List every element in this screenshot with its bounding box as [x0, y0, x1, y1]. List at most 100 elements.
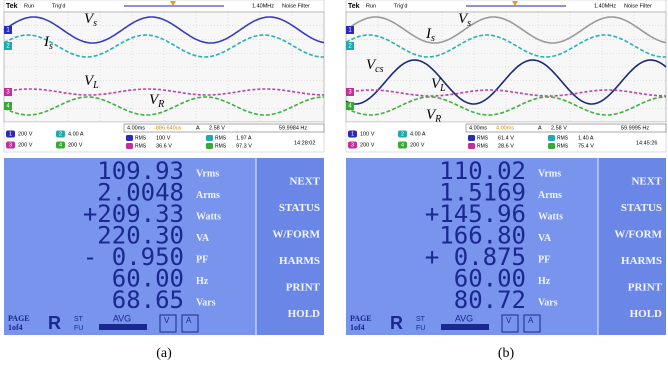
trigger-source: A: [196, 125, 200, 131]
clock: 14:45:26: [636, 140, 657, 146]
measurement-type: RMS: [557, 143, 569, 149]
scope-trigger: Trig'd: [394, 3, 407, 9]
page: {"panels":[ {"caption":"(a)", "scope":{"…: [0, 0, 668, 369]
trace-label-sub: L: [439, 83, 446, 94]
reading-unit: Arms: [196, 190, 220, 201]
reading-unit: Vars: [538, 297, 558, 308]
menu-item: HOLD: [288, 308, 320, 320]
caption: (a): [156, 346, 172, 361]
footer-avg: AVG: [455, 313, 473, 323]
meas-marker: [548, 143, 555, 149]
measurement: 61.4 V: [498, 135, 514, 141]
menu-item: STATUS: [279, 202, 320, 214]
reading-unit: Hz: [538, 276, 551, 287]
measurement-type: RMS: [477, 143, 489, 149]
scope-status: Run: [24, 3, 34, 9]
meas-marker: [548, 135, 555, 141]
trigger-level: 2.58 V: [209, 125, 225, 131]
channel-scale: 200 V: [410, 142, 425, 148]
reading-value: 80.72: [454, 286, 526, 314]
measurement-type: RMS: [135, 143, 147, 149]
menu-item: PRINT: [286, 282, 321, 294]
measurement: 28.6 V: [498, 143, 514, 149]
meas-marker: [468, 135, 475, 141]
trace-label-sub: R: [157, 99, 164, 110]
trace-label-sub: s: [467, 18, 471, 29]
menu-item: NEXT: [289, 176, 320, 188]
footer-st: ST: [74, 316, 84, 323]
scale-marker-label: 4: [401, 142, 404, 148]
panel: TekRunTrig'd1.40MHzNoise Filter1234VsIsV…: [346, 0, 666, 361]
footer-avg: AVG: [113, 313, 131, 323]
reading-value: 68.65: [112, 286, 184, 314]
scope-status: Run: [366, 3, 376, 9]
footer-page: PAGE: [8, 314, 30, 323]
scale-marker-label: 1: [9, 131, 12, 137]
reading-unit: Vrms: [196, 168, 219, 179]
footer-fu: FU: [74, 325, 83, 332]
footer-page-number: 1of4: [350, 323, 365, 332]
channel-scale: 200 V: [68, 142, 83, 148]
footer-fu: FU: [416, 325, 425, 332]
trigger-position: 4.00ms: [496, 125, 514, 131]
channel-scale: 100 V: [360, 131, 375, 137]
menu-item: PRINT: [628, 282, 663, 294]
measurement: 1.97 A: [236, 135, 252, 141]
scope-trigger: Trig'd: [52, 3, 65, 9]
menu-item: HOLD: [630, 308, 662, 320]
footer-a: A: [528, 316, 534, 325]
scale-marker-label: 3: [351, 142, 354, 148]
meas-marker: [206, 143, 213, 149]
trigger-position: -886.640us: [154, 125, 182, 131]
footer-page-number: 1of4: [8, 323, 23, 332]
reading-unit: PF: [196, 254, 208, 265]
frequency: 59.9984 Hz: [279, 125, 307, 131]
scale-marker-label: 3: [9, 142, 12, 148]
measurement-type: RMS: [215, 135, 227, 141]
reading-unit: Arms: [538, 190, 562, 201]
menu-item: W/FORM: [272, 229, 320, 241]
reading-unit: Watts: [538, 211, 563, 222]
scale-marker-label: 2: [401, 131, 404, 137]
footer-page: PAGE: [350, 314, 372, 323]
reading-unit: Vars: [196, 297, 216, 308]
figure: TekRunTrig'd1.40MHzNoise Filter1234VsIsV…: [0, 0, 668, 369]
frequency: 59.9995 Hz: [621, 125, 649, 131]
scope-brand: Tek: [348, 3, 360, 10]
channel-scale: 200 V: [360, 142, 375, 148]
trace-label-sub: L: [92, 80, 99, 91]
reading-unit: Hz: [196, 276, 209, 287]
footer-a: A: [186, 316, 192, 325]
menu-item: HARMS: [279, 255, 320, 267]
channel-scale: 200 V: [18, 142, 33, 148]
measurement: 1.40 A: [578, 135, 594, 141]
measurement-type: RMS: [215, 143, 227, 149]
trace-label-sub: s: [49, 41, 53, 52]
timebase: 4.00ms: [127, 125, 145, 131]
menu-item: NEXT: [631, 176, 662, 188]
timebase: 4.00ms: [469, 125, 487, 131]
trace-label-sub: s: [431, 33, 435, 44]
avg-bar: [99, 324, 147, 330]
menu-item: HARMS: [621, 255, 662, 267]
channel-scale: 4.00 A: [68, 131, 84, 137]
scale-marker-label: 4: [59, 142, 62, 148]
avg-bar: [441, 324, 489, 330]
scope-filter: Noise Filter: [624, 3, 652, 9]
footer-mode: R: [48, 313, 61, 333]
reading-unit: VA: [538, 233, 552, 244]
trace-label-sub: cs: [375, 64, 383, 75]
menu-item: STATUS: [621, 202, 662, 214]
channel-scale: 200 V: [18, 131, 33, 137]
reading-unit: Vrms: [538, 168, 561, 179]
measurement: 36.6 V: [156, 143, 172, 149]
scale-marker-label: 2: [59, 131, 62, 137]
reading-unit: Watts: [196, 211, 221, 222]
footer-v: V: [506, 316, 512, 325]
measurement-type: RMS: [477, 135, 489, 141]
footer-st: ST: [416, 316, 426, 323]
meas-marker: [468, 143, 475, 149]
channel-scale: 4.00 A: [410, 131, 426, 137]
reading-unit: VA: [196, 233, 210, 244]
